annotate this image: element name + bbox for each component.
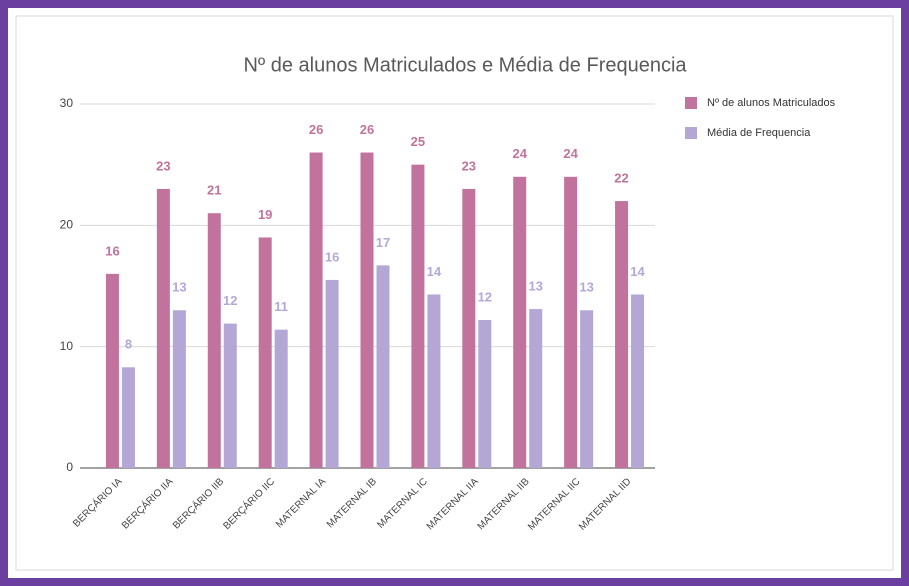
legend-swatch [685, 127, 697, 139]
data-label: 23 [156, 158, 170, 173]
data-label: 16 [325, 249, 339, 264]
y-tick-label: 30 [60, 96, 74, 110]
data-label: 24 [512, 146, 527, 161]
bar [513, 176, 527, 469]
data-label: 13 [528, 278, 542, 293]
bar [564, 176, 578, 469]
bar [427, 294, 441, 468]
bar [529, 309, 543, 468]
data-label: 14 [427, 264, 442, 279]
data-label: 8 [125, 337, 132, 352]
bar [223, 323, 237, 468]
bar [615, 201, 629, 469]
bar [258, 237, 272, 468]
data-label: 17 [376, 235, 390, 250]
data-label: 26 [309, 122, 323, 137]
bar [121, 367, 135, 468]
data-label: 11 [274, 299, 288, 314]
legend-label: Média de Frequencia [707, 127, 811, 139]
bar [309, 152, 323, 469]
data-label: 13 [172, 280, 186, 295]
bar [462, 188, 476, 468]
data-label: 12 [478, 289, 492, 304]
data-label: 19 [258, 207, 272, 222]
bar [411, 164, 425, 468]
y-tick-label: 20 [60, 218, 74, 232]
bar [172, 310, 186, 468]
data-label: 24 [563, 146, 578, 161]
bar [325, 279, 339, 468]
legend-swatch [685, 97, 697, 109]
chart-title: Nº de alunos Matriculados e Média de Fre… [243, 54, 687, 76]
data-label: 23 [462, 158, 476, 173]
bar [478, 319, 492, 468]
y-tick-label: 0 [66, 460, 73, 474]
data-label: 26 [360, 122, 374, 137]
legend-label: Nº de alunos Matriculados [707, 97, 836, 109]
data-label: 21 [207, 183, 221, 198]
bar [360, 152, 374, 469]
bar [105, 273, 119, 468]
data-label: 12 [223, 293, 237, 308]
bar [274, 329, 288, 468]
bar [207, 213, 221, 468]
data-label: 14 [630, 264, 645, 279]
data-label: 22 [614, 171, 628, 186]
bar [376, 265, 390, 468]
bar [580, 310, 594, 468]
y-tick-label: 10 [60, 339, 74, 353]
data-label: 16 [105, 243, 119, 258]
data-label: 13 [579, 280, 593, 295]
bar [631, 294, 645, 468]
bar [156, 188, 170, 468]
data-label: 25 [411, 134, 425, 149]
